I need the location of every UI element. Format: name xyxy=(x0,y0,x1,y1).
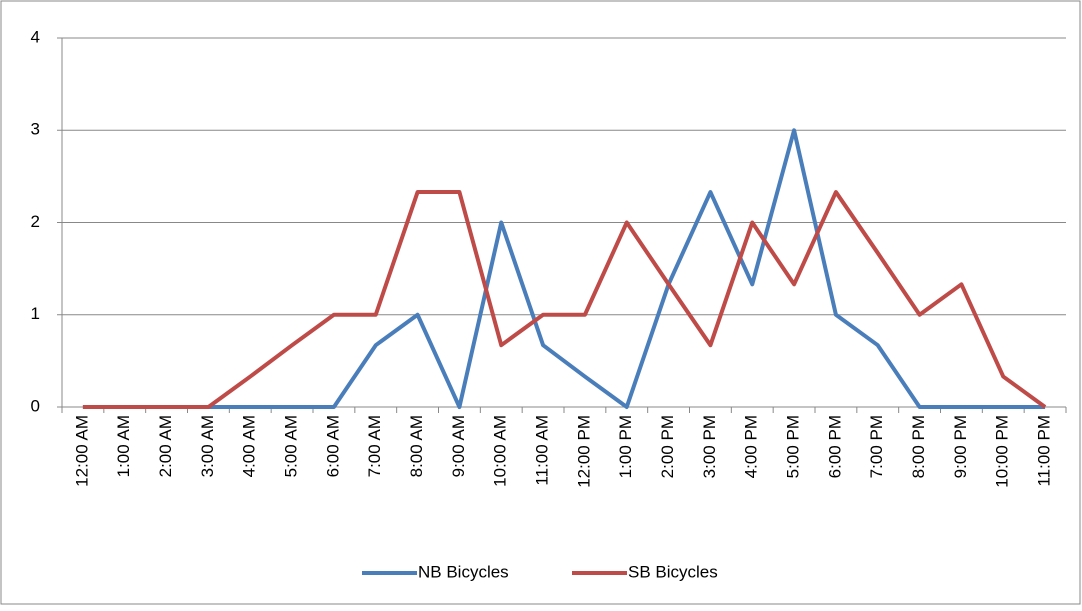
x-tick-label: 2:00 AM xyxy=(156,415,175,477)
x-tick-label: 4:00 PM xyxy=(742,415,761,478)
x-tick-label: 2:00 PM xyxy=(658,415,677,478)
x-tick-label: 7:00 AM xyxy=(365,415,384,477)
y-tick-label: 2 xyxy=(31,212,40,231)
x-tick-label: 11:00 PM xyxy=(1035,415,1054,487)
x-tick-label: 11:00 AM xyxy=(533,415,552,486)
x-tick-label: 5:00 PM xyxy=(784,415,803,478)
x-tick-label: 6:00 PM xyxy=(825,415,844,478)
legend-label: SB Bicycles xyxy=(628,562,718,581)
x-tick-label: 4:00 AM xyxy=(240,415,259,477)
x-tick-label: 1:00 PM xyxy=(616,415,635,478)
y-tick-label: 4 xyxy=(31,27,40,46)
legend-label: NB Bicycles xyxy=(418,562,509,581)
x-tick-label: 3:00 AM xyxy=(198,415,217,477)
series-line xyxy=(82,128,1046,409)
x-tick-label: 5:00 AM xyxy=(282,415,301,477)
x-tick-label: 3:00 PM xyxy=(700,415,719,478)
x-tick-label: 6:00 AM xyxy=(323,415,342,477)
series-line xyxy=(82,190,1047,409)
x-tick-label: 9:00 AM xyxy=(449,415,468,477)
x-tick-label: 9:00 PM xyxy=(951,415,970,478)
x-tick-label: 8:00 PM xyxy=(909,415,928,478)
y-tick-label: 3 xyxy=(31,120,40,139)
x-tick-label: 12:00 AM xyxy=(72,415,91,487)
x-tick-label: 8:00 AM xyxy=(407,415,426,477)
x-tick-label: 12:00 PM xyxy=(574,415,593,488)
x-tick-label: 10:00 PM xyxy=(993,415,1012,488)
x-tick-label: 1:00 AM xyxy=(114,415,133,477)
y-tick-label: 1 xyxy=(31,304,40,323)
y-tick-label: 0 xyxy=(31,396,40,415)
x-tick-label: 10:00 AM xyxy=(491,415,510,487)
x-tick-label: 7:00 PM xyxy=(867,415,886,478)
